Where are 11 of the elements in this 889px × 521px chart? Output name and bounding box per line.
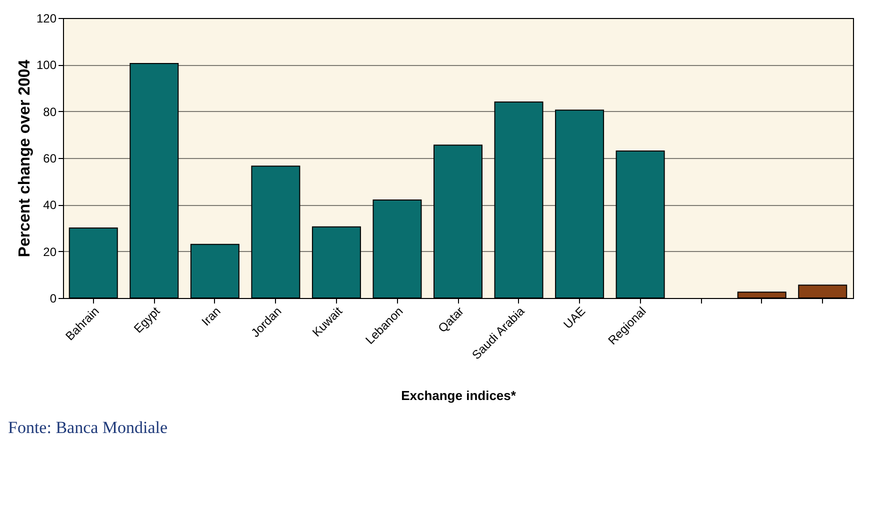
y-tick-label: 80 [43,104,57,119]
y-tick-label: 0 [50,292,57,306]
source-note: Fonte: Banca Mondiale [8,418,168,437]
x-tick-label: Iran [198,304,224,329]
y-axis-title: Percent change over 2004 [16,60,34,258]
y-tick-label: 120 [36,12,57,26]
x-axis-title: Exchange indices* [401,388,517,403]
y-tick-label: 20 [43,244,57,259]
y-tick-label: 40 [43,198,57,212]
y-tick-label: 60 [43,152,57,166]
y-tick-label: 100 [36,58,57,72]
